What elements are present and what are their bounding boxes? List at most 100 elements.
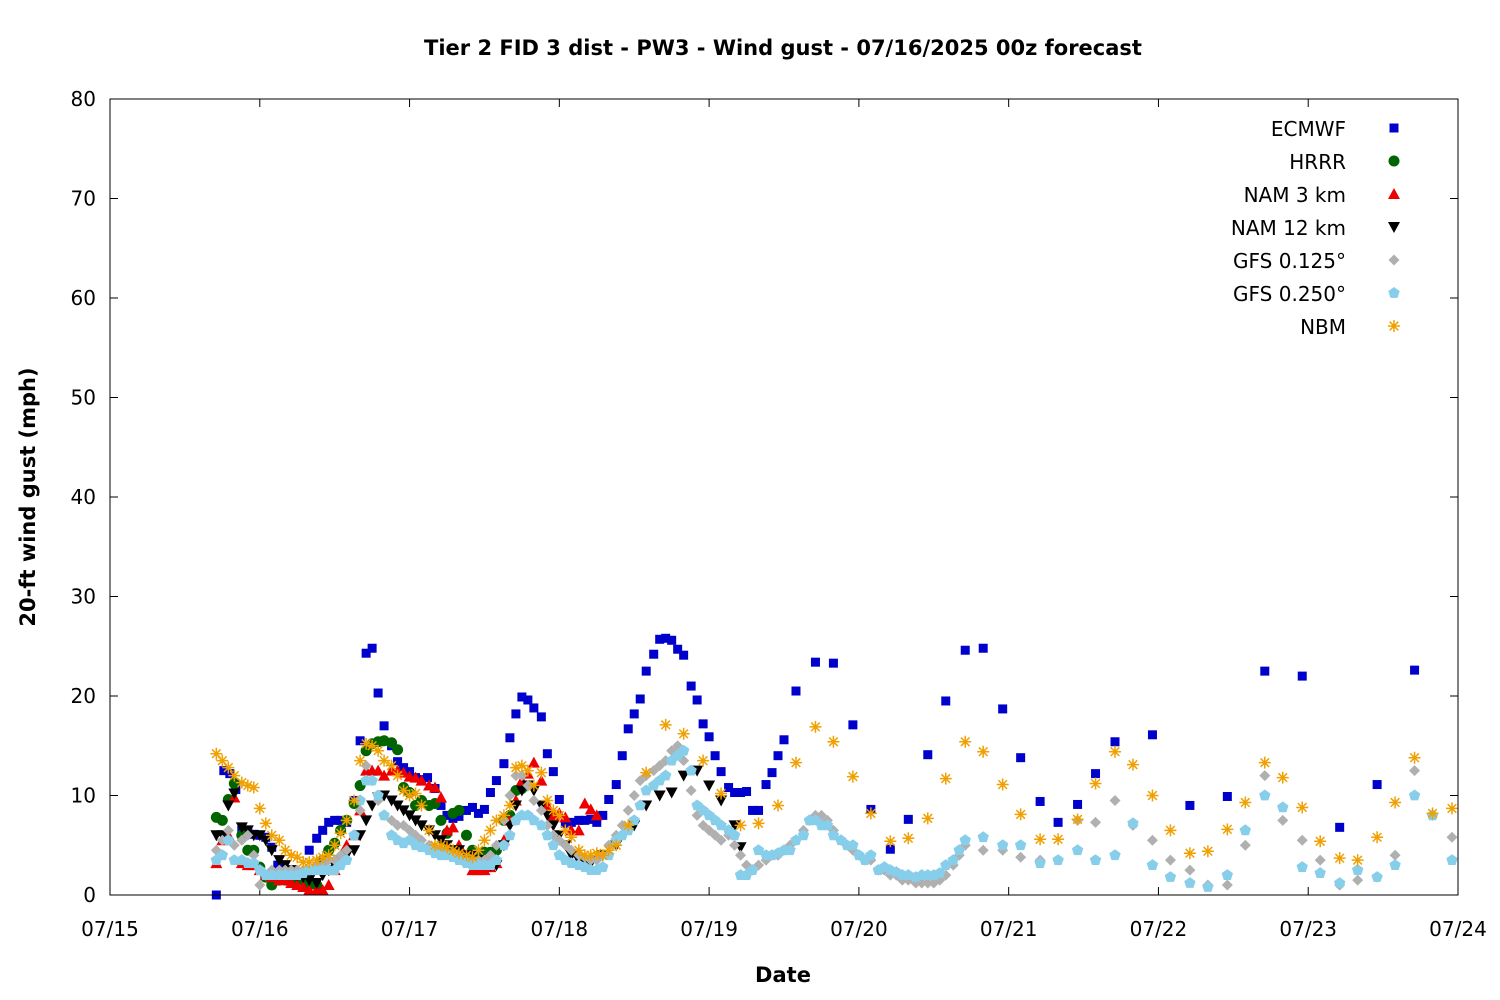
data-point (485, 788, 495, 798)
data-point (423, 824, 436, 837)
data-point (453, 804, 465, 816)
data-point (649, 649, 659, 659)
data-point (322, 879, 335, 891)
data-point (510, 770, 522, 782)
data-point (529, 703, 539, 713)
data-point (1147, 730, 1157, 740)
data-point (1071, 813, 1084, 826)
data-point (1164, 854, 1176, 866)
data-point (622, 804, 634, 816)
data-point (903, 814, 913, 824)
data-point (279, 844, 292, 857)
data-point (610, 839, 623, 852)
data-point (677, 770, 690, 782)
data-point (779, 735, 789, 745)
data-point (752, 844, 765, 856)
x-tick-label: 07/23 (1279, 917, 1337, 941)
data-point (385, 759, 398, 772)
data-point (1014, 839, 1027, 851)
data-point (724, 783, 734, 793)
data-point (1352, 874, 1364, 886)
data-point (742, 787, 752, 797)
data-point (548, 767, 558, 777)
data-point (922, 877, 934, 889)
data-point (584, 803, 597, 815)
data-point (572, 824, 585, 836)
data-point (397, 805, 410, 817)
data-point (673, 644, 683, 654)
data-point (235, 776, 248, 789)
data-point (423, 773, 433, 783)
data-point (710, 751, 720, 761)
data-point (596, 849, 609, 862)
data-point (490, 854, 503, 865)
data-point (622, 819, 635, 832)
data-point (1389, 796, 1402, 809)
data-point (921, 812, 934, 825)
y-tick-label: 70 (71, 187, 96, 211)
data-point (1146, 789, 1159, 802)
data-point (259, 817, 272, 830)
data-point (1296, 861, 1308, 872)
data-point (435, 839, 448, 852)
data-point (611, 780, 621, 790)
data-point (446, 821, 459, 833)
data-point (559, 824, 572, 837)
data-point (442, 810, 452, 820)
data-point (385, 795, 398, 807)
data-point (1409, 765, 1421, 777)
axes-group: 0 10 20 30 40 50 60 70 80 07/15 07/16 07/17 07/18 07/… (71, 87, 1487, 941)
data-point (885, 844, 895, 854)
data-point (698, 719, 708, 729)
data-point (235, 822, 248, 834)
data-point (222, 824, 234, 836)
data-point (1089, 854, 1102, 865)
data-point (828, 658, 838, 668)
data-point (629, 709, 639, 719)
data-point (216, 814, 228, 826)
data-point (334, 827, 347, 840)
data-point (505, 733, 515, 743)
data-point (565, 844, 577, 856)
data-point (253, 830, 266, 842)
data-point (460, 829, 472, 841)
data-point (941, 696, 951, 706)
data-point (1089, 777, 1102, 790)
data-point (1371, 871, 1383, 882)
data-point (393, 757, 403, 767)
legend-item: ECMWF (1271, 117, 1399, 141)
data-point (265, 829, 278, 842)
data-point (997, 839, 1009, 851)
data-point (222, 761, 235, 774)
data-point (697, 754, 710, 767)
data-point (789, 756, 802, 769)
data-point (996, 778, 1009, 791)
data-point (210, 747, 223, 760)
data-point (1185, 800, 1195, 810)
data-point (559, 811, 572, 823)
data-point (340, 854, 353, 865)
data-point (491, 776, 501, 786)
data-point (348, 794, 361, 807)
y-tick-label: 10 (71, 784, 96, 808)
data-point (1314, 835, 1327, 848)
data-point (324, 817, 334, 827)
data-point (265, 845, 278, 857)
data-point (767, 768, 777, 778)
legend-item: GFS 0.125° (1233, 249, 1400, 273)
data-point (1389, 859, 1401, 870)
series-0 (211, 633, 1420, 900)
data-point (686, 681, 696, 691)
data-point (367, 643, 377, 653)
data-point (1296, 834, 1308, 846)
data-point (266, 869, 278, 880)
data-point (242, 829, 254, 841)
legend: ECMWF HRRR NAM 3 km NAM 12 km GFS 0.125° GFS … (1231, 117, 1400, 339)
data-point (572, 844, 585, 857)
data-point (409, 771, 422, 783)
data-point (1351, 864, 1364, 875)
data-point (704, 732, 714, 742)
data-point (523, 695, 533, 705)
data-point (521, 764, 534, 777)
data-point (391, 769, 404, 782)
